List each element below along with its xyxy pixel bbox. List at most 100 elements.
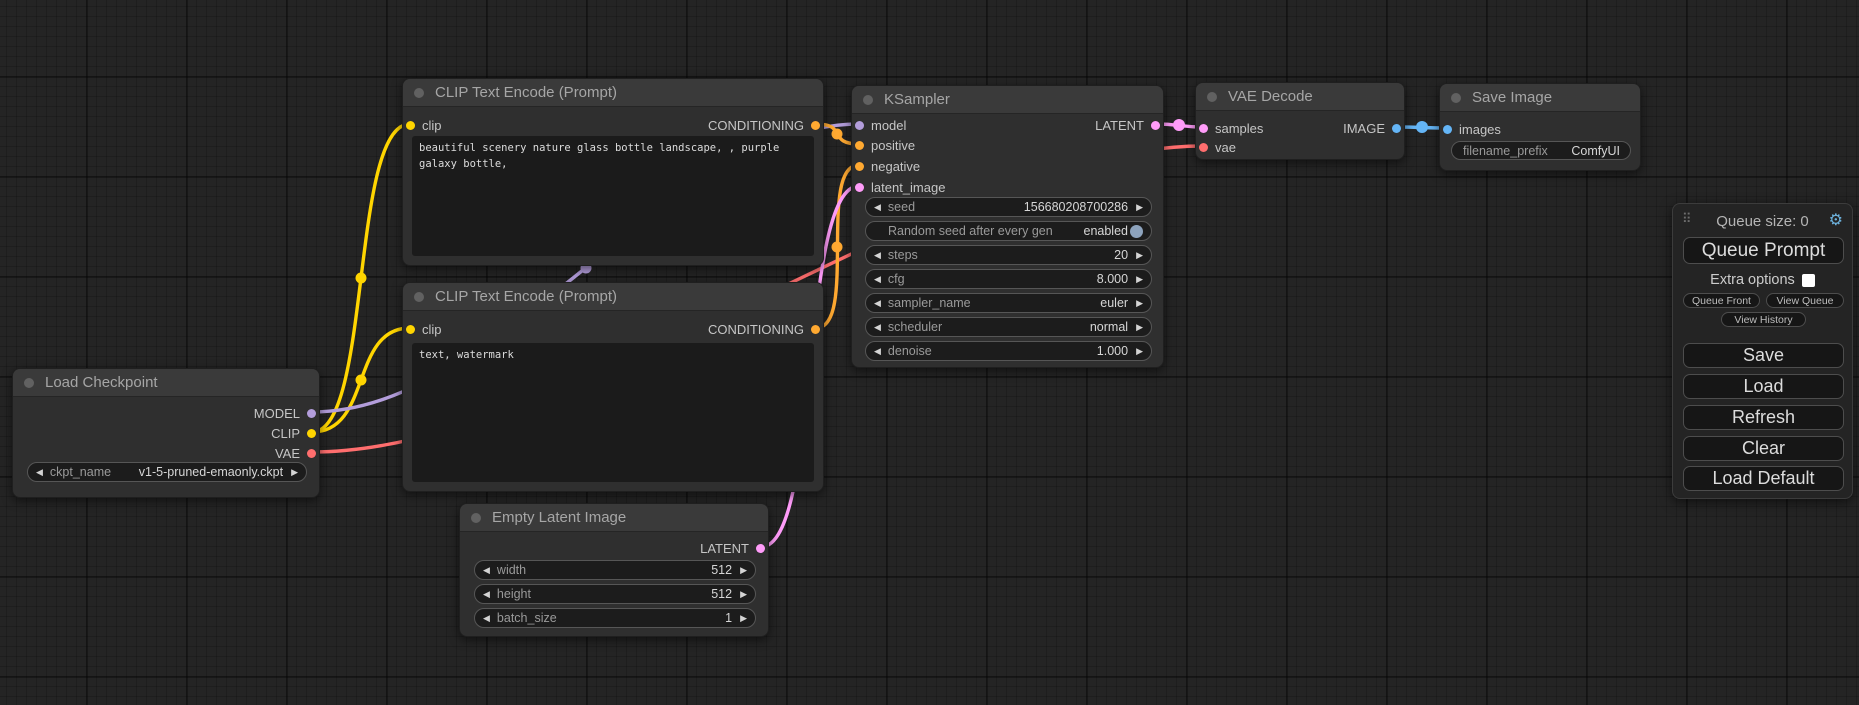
queue-front-button[interactable]: Queue Front (1683, 293, 1760, 308)
node-load-checkpoint[interactable]: Load Checkpoint MODEL CLIP VAE ◀ ckpt_na… (12, 368, 320, 498)
increment-arrow-icon[interactable]: ▶ (1136, 273, 1143, 284)
node-ksampler-header[interactable]: KSampler (852, 86, 1163, 114)
negative-prompt-textarea[interactable]: text, watermark (412, 343, 814, 482)
refresh-button[interactable]: Refresh (1683, 405, 1844, 430)
output-slot-image[interactable]: IMAGE (1343, 118, 1401, 138)
collapse-dot-icon[interactable] (1207, 91, 1217, 102)
input-slot-positive[interactable]: positive (855, 135, 915, 155)
increment-arrow-icon[interactable]: ▶ (740, 612, 747, 623)
node-ksampler[interactable]: KSampler model positive negative latent_… (851, 85, 1164, 368)
decrement-arrow-icon[interactable]: ◀ (483, 564, 490, 575)
clear-button[interactable]: Clear (1683, 436, 1844, 461)
input-dot-positive-icon[interactable] (855, 140, 864, 150)
node-save-image[interactable]: Save Image images filename_prefix ComfyU… (1439, 83, 1641, 171)
widget-steps[interactable]: ◀ steps 20 ▶ (865, 245, 1152, 265)
decrement-arrow-icon[interactable]: ◀ (36, 466, 43, 477)
output-dot-model-icon[interactable] (307, 408, 316, 418)
widget-sampler-name[interactable]: ◀ sampler_name euler ▶ (865, 293, 1152, 313)
output-dot-latent-icon[interactable] (1151, 120, 1160, 130)
increment-arrow-icon[interactable]: ▶ (740, 564, 747, 575)
node-save-image-header[interactable]: Save Image (1440, 84, 1640, 112)
output-slot-latent[interactable]: LATENT (700, 538, 765, 558)
node-clip-text-encode-negative[interactable]: CLIP Text Encode (Prompt) clip CONDITION… (402, 282, 824, 492)
increment-arrow-icon[interactable]: ▶ (1136, 297, 1143, 308)
input-dot-model-icon[interactable] (855, 120, 864, 130)
output-dot-conditioning-icon[interactable] (811, 120, 820, 130)
increment-arrow-icon[interactable]: ▶ (1136, 345, 1143, 356)
output-dot-latent-icon[interactable] (756, 543, 765, 553)
view-queue-button[interactable]: View Queue (1766, 293, 1844, 308)
output-dot-image-icon[interactable] (1392, 123, 1401, 133)
save-button[interactable]: Save (1683, 343, 1844, 368)
collapse-dot-icon[interactable] (24, 377, 34, 388)
input-slot-negative[interactable]: negative (855, 156, 920, 176)
increment-arrow-icon[interactable]: ▶ (291, 466, 298, 477)
input-dot-clip-icon[interactable] (406, 120, 415, 130)
output-dot-clip-icon[interactable] (307, 428, 316, 438)
decrement-arrow-icon[interactable]: ◀ (874, 273, 881, 284)
extra-options-checkbox[interactable] (1801, 273, 1815, 287)
increment-arrow-icon[interactable]: ▶ (1136, 201, 1143, 212)
node-load-checkpoint-header[interactable]: Load Checkpoint (13, 369, 319, 397)
increment-arrow-icon[interactable]: ▶ (740, 588, 747, 599)
output-slot-conditioning[interactable]: CONDITIONING (708, 115, 820, 135)
view-history-button[interactable]: View History (1721, 312, 1806, 327)
output-slot-conditioning[interactable]: CONDITIONING (708, 319, 820, 339)
input-dot-images-icon[interactable] (1443, 124, 1452, 134)
load-default-button[interactable]: Load Default (1683, 466, 1844, 491)
queue-prompt-button[interactable]: Queue Prompt (1683, 237, 1844, 264)
decrement-arrow-icon[interactable]: ◀ (874, 297, 881, 308)
input-slot-vae[interactable]: vae (1199, 137, 1236, 157)
input-slot-clip[interactable]: clip (406, 115, 442, 135)
decrement-arrow-icon[interactable]: ◀ (874, 345, 881, 356)
widget-cfg[interactable]: ◀ cfg 8.000 ▶ (865, 269, 1152, 289)
widget-seed[interactable]: ◀ seed 156680208700286 ▶ (865, 197, 1152, 217)
toggle-knob-icon[interactable] (1130, 224, 1143, 238)
output-slot-vae[interactable]: VAE (275, 443, 316, 463)
node-vae-decode[interactable]: VAE Decode samples vae IMAGE (1195, 82, 1405, 160)
decrement-arrow-icon[interactable]: ◀ (483, 612, 490, 623)
node-clip-negative-header[interactable]: CLIP Text Encode (Prompt) (403, 283, 823, 311)
widget-batch-size[interactable]: ◀ batch_size 1 ▶ (474, 608, 756, 628)
widget-height[interactable]: ◀ height 512 ▶ (474, 584, 756, 604)
load-button[interactable]: Load (1683, 374, 1844, 399)
increment-arrow-icon[interactable]: ▶ (1136, 249, 1143, 260)
input-dot-vae-icon[interactable] (1199, 142, 1208, 152)
collapse-dot-icon[interactable] (1451, 92, 1461, 103)
input-dot-negative-icon[interactable] (855, 161, 864, 171)
input-slot-latent-image[interactable]: latent_image (855, 177, 945, 197)
output-dot-conditioning-icon[interactable] (811, 324, 820, 334)
widget-random-seed-toggle[interactable]: Random seed after every gen enabled (865, 221, 1152, 241)
increment-arrow-icon[interactable]: ▶ (1136, 321, 1143, 332)
widget-width[interactable]: ◀ width 512 ▶ (474, 560, 756, 580)
node-clip-text-encode-positive[interactable]: CLIP Text Encode (Prompt) clip CONDITION… (402, 78, 824, 266)
input-slot-samples[interactable]: samples (1199, 118, 1263, 138)
output-slot-clip[interactable]: CLIP (271, 423, 316, 443)
collapse-dot-icon[interactable] (414, 87, 424, 98)
widget-filename-prefix[interactable]: filename_prefix ComfyUI (1451, 141, 1631, 160)
input-dot-clip-icon[interactable] (406, 324, 415, 334)
output-slot-latent[interactable]: LATENT (1095, 115, 1160, 135)
node-vae-decode-header[interactable]: VAE Decode (1196, 83, 1404, 111)
collapse-dot-icon[interactable] (863, 94, 873, 105)
widget-ckpt-name[interactable]: ◀ ckpt_name v1-5-pruned-emaonly.ckpt ▶ (27, 462, 307, 482)
node-clip-positive-header[interactable]: CLIP Text Encode (Prompt) (403, 79, 823, 107)
decrement-arrow-icon[interactable]: ◀ (874, 249, 881, 260)
decrement-arrow-icon[interactable]: ◀ (874, 201, 881, 212)
decrement-arrow-icon[interactable]: ◀ (483, 588, 490, 599)
input-slot-clip[interactable]: clip (406, 319, 442, 339)
drag-handle-icon[interactable]: ⠿ (1682, 211, 1691, 226)
input-slot-model[interactable]: model (855, 115, 906, 135)
decrement-arrow-icon[interactable]: ◀ (874, 321, 881, 332)
widget-scheduler[interactable]: ◀ scheduler normal ▶ (865, 317, 1152, 337)
positive-prompt-textarea[interactable]: beautiful scenery nature glass bottle la… (412, 136, 814, 256)
node-empty-latent-header[interactable]: Empty Latent Image (460, 504, 768, 532)
input-dot-latent-icon[interactable] (855, 182, 864, 192)
output-dot-vae-icon[interactable] (307, 448, 316, 458)
collapse-dot-icon[interactable] (414, 291, 424, 302)
collapse-dot-icon[interactable] (471, 512, 481, 523)
widget-denoise[interactable]: ◀ denoise 1.000 ▶ (865, 341, 1152, 361)
output-slot-model[interactable]: MODEL (254, 403, 316, 423)
settings-gear-icon[interactable]: ⚙ (1828, 212, 1843, 229)
